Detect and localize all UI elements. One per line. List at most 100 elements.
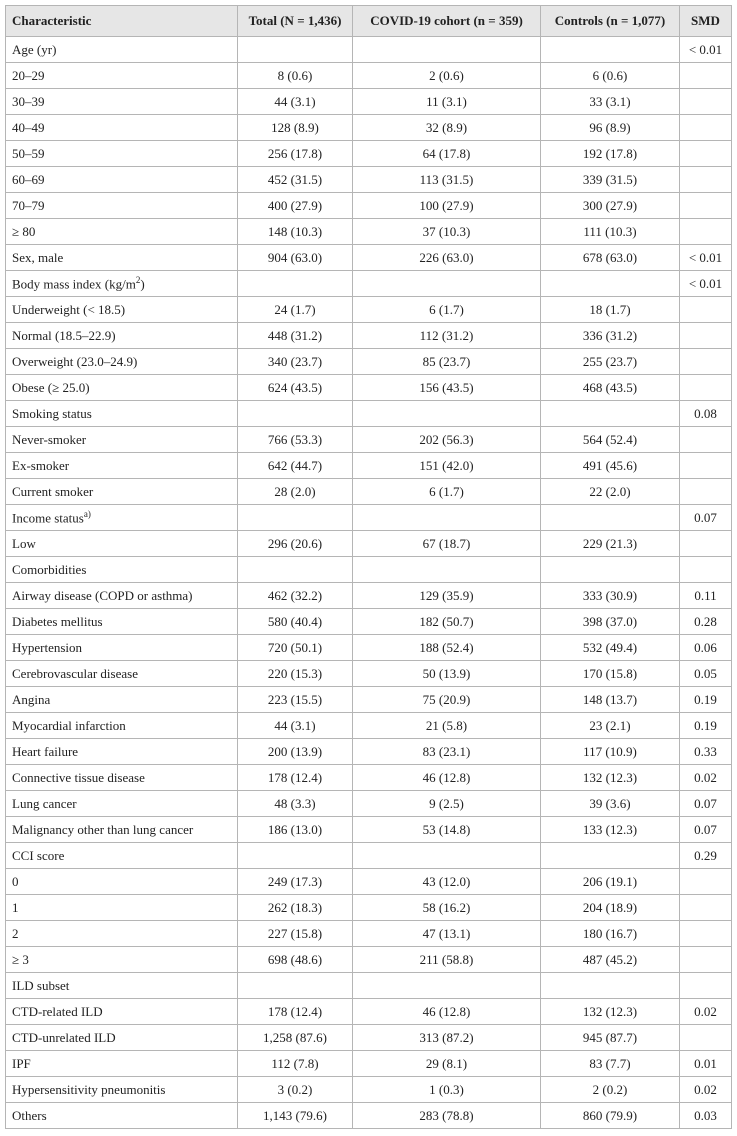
value-cell: 182 (50.7) — [352, 608, 541, 635]
empty-cell — [679, 140, 732, 167]
value-cell: 96 (8.9) — [540, 114, 680, 141]
empty-cell — [237, 400, 353, 427]
value-cell: 227 (15.8) — [237, 920, 353, 947]
row-label: ILD subset — [5, 972, 238, 999]
row-label: Obese (≥ 25.0) — [5, 374, 238, 401]
table-row: Hypertension 720 (50.1) 188 (52.4) 532 (49.… — [5, 634, 732, 661]
value-cell: 43 (12.0) — [352, 868, 541, 895]
smd-cell: 0.03 — [679, 1102, 732, 1129]
value-cell: 50 (13.9) — [352, 660, 541, 687]
header-cell: Total (N = 1,436) — [237, 5, 353, 37]
value-cell: 487 (45.2) — [540, 946, 680, 973]
smd-cell: 0.28 — [679, 608, 732, 635]
empty-cell — [540, 842, 680, 869]
label-text: Body mass index (kg/m — [12, 276, 136, 292]
empty-cell — [352, 842, 541, 869]
value-cell: 58 (16.2) — [352, 894, 541, 921]
table-row: ILD subset — [5, 972, 732, 999]
value-cell: 202 (56.3) — [352, 426, 541, 453]
header-cell: Controls (n = 1,077) — [540, 5, 680, 37]
row-label: Never-smoker — [5, 426, 238, 453]
smd-cell: < 0.01 — [679, 270, 732, 297]
label-text: ) — [140, 276, 145, 292]
smd-cell: 0.02 — [679, 764, 732, 791]
empty-cell — [540, 270, 680, 297]
empty-cell — [679, 166, 732, 193]
value-cell: 44 (3.1) — [237, 88, 353, 115]
table-row: Low 296 (20.6) 67 (18.7) 229 (21.3) — [5, 530, 732, 557]
value-cell: 1 (0.3) — [352, 1076, 541, 1103]
value-cell: 766 (53.3) — [237, 426, 353, 453]
characteristics-table: Characteristic Total (N = 1,436) COVID-19 … — [5, 5, 732, 1129]
value-cell: 47 (13.1) — [352, 920, 541, 947]
empty-cell — [540, 972, 680, 999]
value-cell: 398 (37.0) — [540, 608, 680, 635]
value-cell: 129 (35.9) — [352, 582, 541, 609]
value-cell: 296 (20.6) — [237, 530, 353, 557]
value-cell: 117 (10.9) — [540, 738, 680, 765]
row-label: Myocardial infarction — [5, 712, 238, 739]
empty-cell — [679, 530, 732, 557]
row-label: 1 — [5, 894, 238, 921]
value-cell: 462 (32.2) — [237, 582, 353, 609]
value-cell: 8 (0.6) — [237, 62, 353, 89]
empty-cell — [679, 322, 732, 349]
row-label: 60–69 — [5, 166, 238, 193]
value-cell: 206 (19.1) — [540, 868, 680, 895]
empty-cell — [679, 868, 732, 895]
value-cell: 32 (8.9) — [352, 114, 541, 141]
smd-cell: 0.02 — [679, 998, 732, 1025]
value-cell: 83 (7.7) — [540, 1050, 680, 1077]
value-cell: 220 (15.3) — [237, 660, 353, 687]
value-cell: 112 (7.8) — [237, 1050, 353, 1077]
value-cell: 151 (42.0) — [352, 452, 541, 479]
empty-cell — [679, 894, 732, 921]
row-label: Cerebrovascular disease — [5, 660, 238, 687]
row-label: Normal (18.5–22.9) — [5, 322, 238, 349]
value-cell: 132 (12.3) — [540, 764, 680, 791]
value-cell: 83 (23.1) — [352, 738, 541, 765]
value-cell: 1,143 (79.6) — [237, 1102, 353, 1129]
row-label: 40–49 — [5, 114, 238, 141]
header-row: Characteristic Total (N = 1,436) COVID-19 … — [5, 5, 732, 37]
value-cell: 642 (44.7) — [237, 452, 353, 479]
row-label: 20–29 — [5, 62, 238, 89]
value-cell: 75 (20.9) — [352, 686, 541, 713]
value-cell: 255 (23.7) — [540, 348, 680, 375]
table-row: Hypersensitivity pneumonitis 3 (0.2) 1 (0.… — [5, 1076, 732, 1103]
empty-cell — [540, 556, 680, 583]
value-cell: 21 (5.8) — [352, 712, 541, 739]
table-row: Age (yr) < 0.01 — [5, 36, 732, 63]
value-cell: 211 (58.8) — [352, 946, 541, 973]
value-cell: 37 (10.3) — [352, 218, 541, 245]
table-row: 70–79 400 (27.9) 100 (27.9) 300 (27.9) — [5, 192, 732, 219]
table-row: Overweight (23.0–24.9) 340 (23.7) 85 (23.7… — [5, 348, 732, 375]
value-cell: 249 (17.3) — [237, 868, 353, 895]
row-label: Others — [5, 1102, 238, 1129]
value-cell: 448 (31.2) — [237, 322, 353, 349]
value-cell: 283 (78.8) — [352, 1102, 541, 1129]
empty-cell — [679, 348, 732, 375]
table-row: IPF 112 (7.8) 29 (8.1) 83 (7.7) 0.01 — [5, 1050, 732, 1077]
value-cell: 624 (43.5) — [237, 374, 353, 401]
row-label: CCI score — [5, 842, 238, 869]
value-cell: 491 (45.6) — [540, 452, 680, 479]
row-label: Underweight (< 18.5) — [5, 296, 238, 323]
header-cell: Characteristic — [5, 5, 238, 37]
smd-cell: 0.05 — [679, 660, 732, 687]
value-cell: 133 (12.3) — [540, 816, 680, 843]
row-label: Smoking status — [5, 400, 238, 427]
value-cell: 24 (1.7) — [237, 296, 353, 323]
row-label: Current smoker — [5, 478, 238, 505]
table-row: Smoking status 0.08 — [5, 400, 732, 427]
value-cell: 2 (0.2) — [540, 1076, 680, 1103]
row-label: 50–59 — [5, 140, 238, 167]
value-cell: 200 (13.9) — [237, 738, 353, 765]
empty-cell — [679, 972, 732, 999]
row-label: Income statusa) — [5, 504, 238, 531]
value-cell: 180 (16.7) — [540, 920, 680, 947]
value-cell: 28 (2.0) — [237, 478, 353, 505]
value-cell: 18 (1.7) — [540, 296, 680, 323]
value-cell: 3 (0.2) — [237, 1076, 353, 1103]
